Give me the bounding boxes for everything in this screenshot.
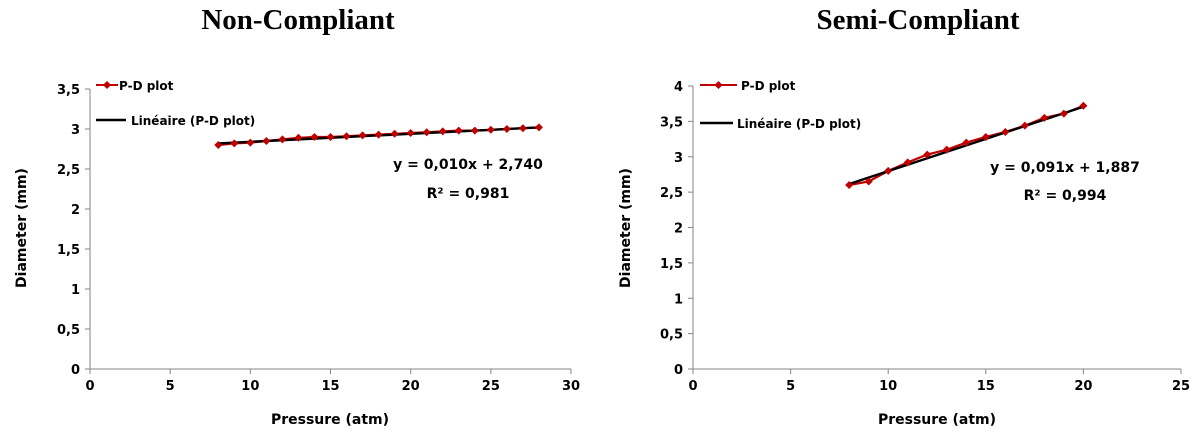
x-tick-label: 5 [786,379,795,394]
y-tick-label: 2,5 [660,186,683,201]
legend-label-trendline: Linéaire (P-D plot) [737,117,861,131]
data-point [962,138,971,147]
data-point [845,181,854,190]
data-point [1040,113,1049,122]
chart-semi-compliant: Semi-Compliant Pressure (atm) Diameter (… [618,4,1190,428]
y-tick-label: 3 [71,123,80,138]
y-tick-label: 0,5 [660,328,683,343]
y-tick-label: 3,5 [660,115,683,130]
data-point [1059,109,1068,118]
data-point [1020,121,1029,130]
y-axis-label: Diameter (mm) [14,168,30,288]
y-axis-label: Diameter (mm) [618,168,634,288]
data-point [903,158,912,167]
legend-label-series: P-D plot [119,79,174,93]
data-point [502,125,511,133]
data-point [454,126,463,135]
data-point [342,132,351,141]
y-tick-label: 0 [674,363,683,378]
x-tick-label: 20 [402,379,420,394]
x-tick-label: 25 [1172,379,1190,394]
x-tick-label: 15 [977,379,995,394]
legend: P-D plot Linéaire (P-D plot) [700,79,861,131]
trendline-equation: y = 0,091x + 1,887 [990,160,1140,176]
data-point [438,127,447,136]
data-point [518,124,527,133]
data-point [246,138,255,147]
x-tick-label: 25 [482,379,500,394]
y-tick-label: 2,5 [57,163,80,178]
x-axis-label: Pressure (atm) [271,412,389,428]
legend-label-series: P-D plot [741,79,796,93]
data-point [1079,101,1088,110]
axes: 0 5 10 15 20 25 30 0 0,5 1 1,5 2 2,5 3 3,5 [57,83,580,394]
data-point [884,166,893,175]
x-axis-label: Pressure (atm) [878,412,996,428]
y-tick-label: 3,5 [57,83,80,98]
legend-label-trendline: Linéaire (P-D plot) [131,114,255,128]
x-tick-label: 30 [562,379,580,394]
data-point [230,139,239,148]
y-tick-label: 2 [71,203,80,218]
r-squared: R² = 0,981 [427,186,510,202]
y-tick-label: 0 [71,363,80,378]
x-tick-label: 15 [321,379,339,394]
y-tick-label: 4 [674,80,683,95]
data-point [374,130,383,139]
plot-marks [845,101,1088,190]
x-tick-label: 5 [166,379,175,394]
legend: P-D plot Linéaire (P-D plot) [96,79,255,128]
data-point [942,145,951,154]
data-point [923,150,932,159]
y-tick-label: 1,5 [660,257,683,272]
x-tick-label: 0 [85,379,94,394]
plot-marks [214,123,543,149]
y-tick-label: 1 [71,283,80,298]
x-tick-label: 0 [688,379,697,394]
y-tick-label: 1 [674,292,683,307]
data-point [390,129,399,138]
data-point [534,123,543,132]
x-tick-label: 10 [241,379,259,394]
data-point [326,133,335,141]
data-point [486,125,495,134]
y-tick-label: 0,5 [57,323,80,338]
chart-title: Semi-Compliant [817,4,1020,36]
y-tick-label: 3 [674,151,683,166]
data-point [406,129,415,137]
data-point [470,126,479,135]
x-tick-label: 20 [1074,379,1092,394]
chart-title: Non-Compliant [201,4,395,36]
chart-non-compliant: Non-Compliant Pressure (atm) Diameter (m… [14,4,580,428]
data-point [262,137,271,145]
data-point [422,128,431,137]
data-point [358,131,367,140]
y-tick-label: 1,5 [57,243,80,258]
data-point [278,135,287,144]
axes: 0 5 10 15 20 25 0 0,5 1 1,5 2 2,5 3 3,5 4 [660,80,1190,394]
y-tick-label: 2 [674,222,683,237]
data-point [864,177,873,186]
x-tick-label: 10 [879,379,897,394]
data-point [214,141,223,149]
legend-marker-series [103,81,111,89]
r-squared: R² = 0,994 [1024,188,1107,204]
legend-marker-series [714,81,723,89]
data-point [310,133,319,141]
data-point [981,132,990,141]
data-point [294,133,303,142]
trendline-equation: y = 0,010x + 2,740 [393,157,543,173]
data-point [1001,127,1010,136]
